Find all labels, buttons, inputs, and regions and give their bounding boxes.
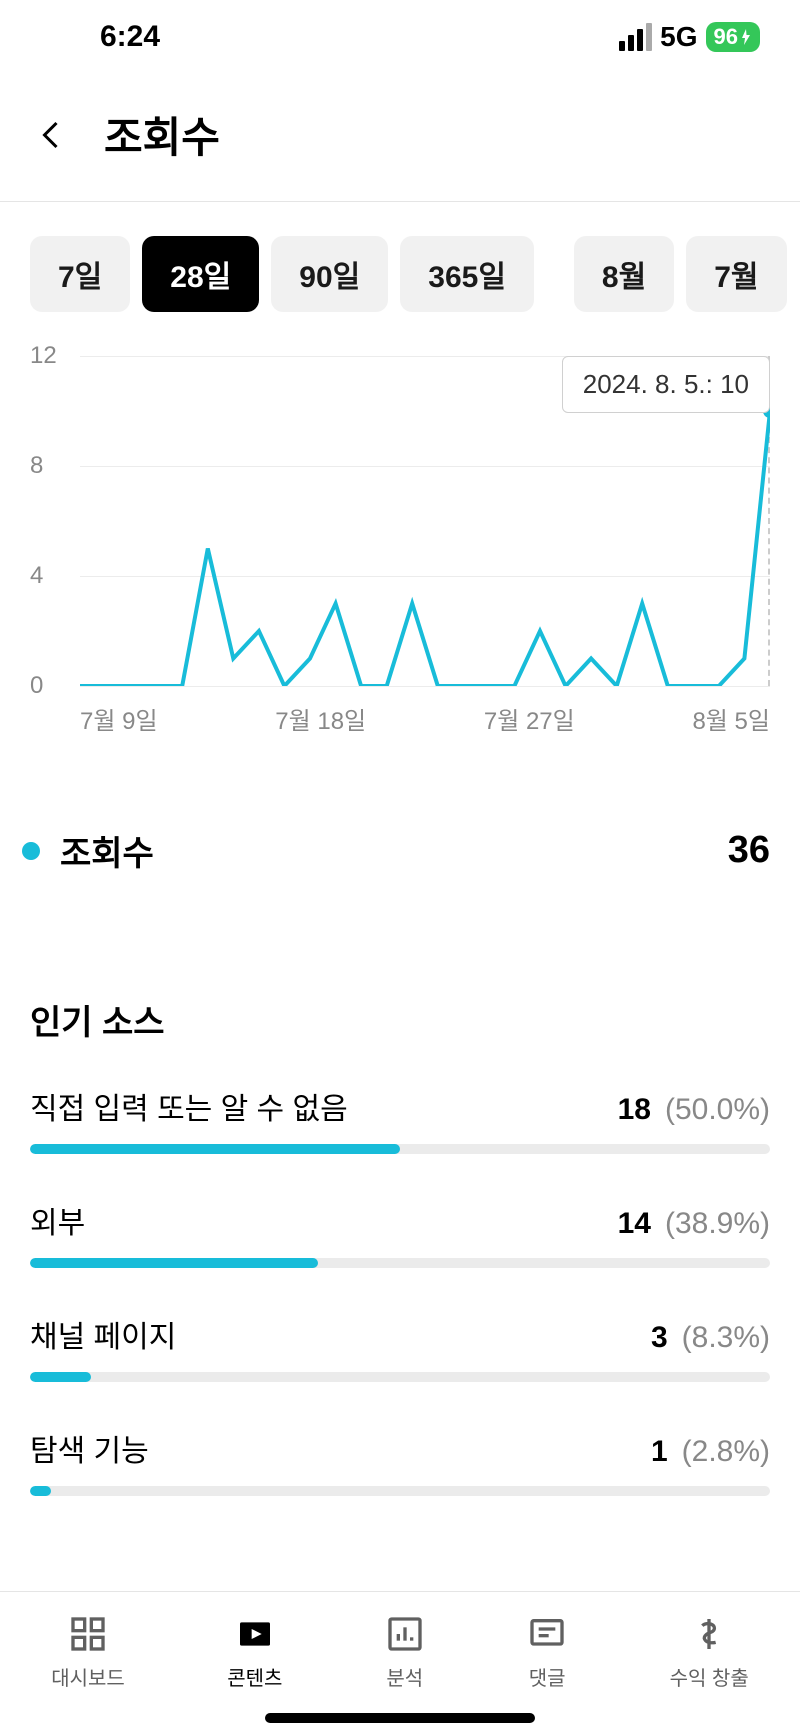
page-header: 조회수 [0,74,800,202]
source-percent: (38.9%) [665,1207,770,1241]
tab-28일[interactable]: 28일 [142,236,259,312]
source-percent: (50.0%) [665,1093,770,1127]
metric-row: 조회수 36 [0,766,800,905]
source-name: 탐색 기능 [30,1426,149,1470]
x-tick-label: 7월 18일 [275,701,366,736]
source-item[interactable]: 채널 페이지 3 (8.3%) [30,1312,770,1382]
status-bar: 6:24 5G 96 [0,0,800,74]
source-count: 18 [618,1093,651,1127]
y-tick-label: 12 [30,342,57,370]
progress-bar [30,1372,770,1382]
status-time: 6:24 [100,20,160,54]
nav-dashboard[interactable]: 대시보드 [51,1614,125,1691]
back-icon[interactable] [34,117,70,153]
nav-content[interactable]: 콘텐츠 [227,1614,282,1691]
progress-bar [30,1486,770,1496]
y-tick-label: 0 [30,672,43,700]
tab-90일[interactable]: 90일 [271,236,388,312]
comments-icon [527,1614,567,1654]
source-name: 직접 입력 또는 알 수 없음 [30,1084,348,1128]
source-item[interactable]: 탐색 기능 1 (2.8%) [30,1426,770,1496]
monetize-icon [689,1614,729,1654]
page-title: 조회수 [104,104,220,165]
nav-label: 콘텐츠 [227,1662,282,1691]
progress-fill [30,1258,318,1268]
status-right: 5G 96 [619,21,760,53]
tab-365일[interactable]: 365일 [400,236,534,312]
tab-7일[interactable]: 7일 [30,236,130,312]
home-indicator[interactable] [265,1713,535,1723]
progress-fill [30,1486,51,1496]
y-tick-label: 8 [30,452,43,480]
progress-bar [30,1258,770,1268]
source-name: 외부 [30,1198,85,1242]
chart-line [80,411,770,686]
grid-line [80,686,770,687]
source-percent: (2.8%) [682,1435,770,1469]
source-count: 14 [618,1207,651,1241]
tab-8월[interactable]: 8월 [574,236,674,312]
progress-fill [30,1372,91,1382]
metric-value: 36 [728,829,770,872]
chart-tooltip: 2024. 8. 5.: 10 [562,356,770,413]
progress-bar [30,1144,770,1154]
source-name: 채널 페이지 [30,1312,176,1356]
signal-icon [619,23,652,51]
chart-section: 2024. 8. 5.: 10 12840 7월 9일7월 18일7월 27일8… [0,346,800,766]
source-item[interactable]: 외부 14 (38.9%) [30,1198,770,1268]
metric-label: 조회수 [60,826,154,875]
time-range-tabs: 7일28일90일365일 8월7월 [0,202,800,346]
analytics-icon [385,1614,425,1654]
nav-label: 수익 창출 [670,1662,749,1691]
x-tick-label: 8월 5일 [692,701,770,736]
source-item[interactable]: 직접 입력 또는 알 수 없음 18 (50.0%) [30,1084,770,1154]
source-count: 1 [651,1435,668,1469]
source-count: 3 [651,1321,668,1355]
content-icon [235,1614,275,1654]
nav-monetize[interactable]: 수익 창출 [670,1614,749,1691]
legend-dot-icon [22,842,40,860]
nav-label: 분석 [386,1662,423,1691]
y-tick-label: 4 [30,562,43,590]
progress-fill [30,1144,400,1154]
nav-analytics[interactable]: 분석 [385,1614,425,1691]
nav-label: 댓글 [529,1662,566,1691]
nav-comments[interactable]: 댓글 [527,1614,567,1691]
sources-title: 인기 소스 [30,995,770,1044]
x-tick-label: 7월 27일 [484,701,575,736]
network-label: 5G [660,21,697,53]
nav-label: 대시보드 [51,1662,125,1691]
y-axis: 12840 [30,356,80,686]
x-tick-label: 7월 9일 [80,701,158,736]
x-axis: 7월 9일 7월 18일 7월 27일 8월 5일 [80,701,770,736]
source-percent: (8.3%) [682,1321,770,1355]
sources-section: 인기 소스 직접 입력 또는 알 수 없음 18 (50.0%) 외부 14 (… [0,905,800,1580]
chart-container: 2024. 8. 5.: 10 12840 7월 9일7월 18일7월 27일8… [30,356,770,736]
tab-7월[interactable]: 7월 [686,236,786,312]
dashboard-icon [68,1614,108,1654]
battery-badge: 96 [706,22,760,52]
